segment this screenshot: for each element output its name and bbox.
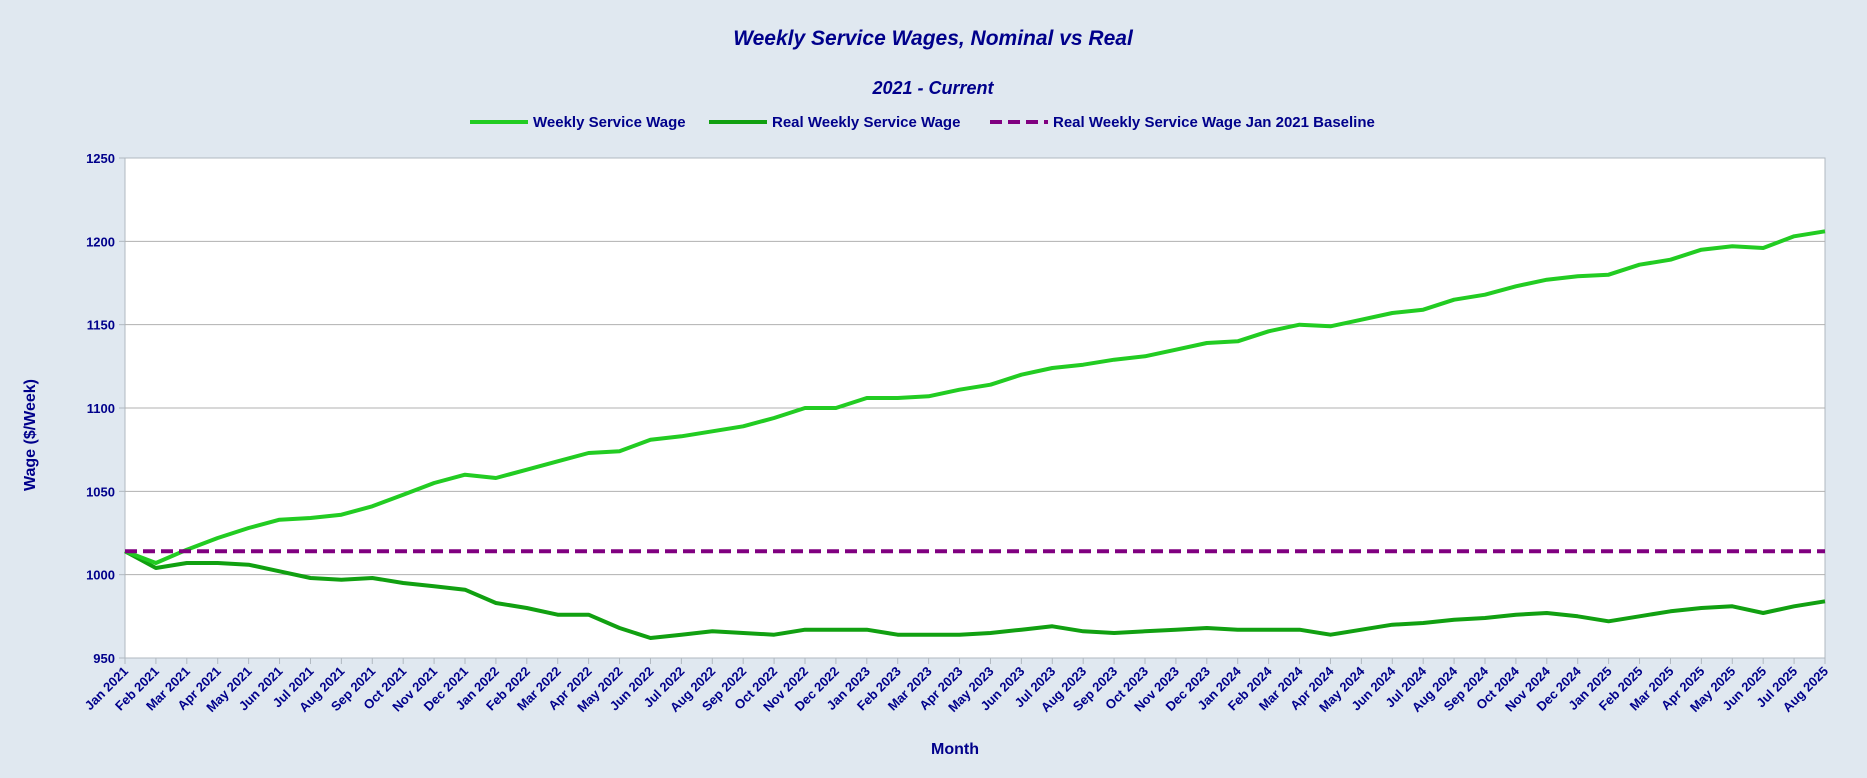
y-tick-label: 1050: [86, 484, 115, 499]
y-axis-title: Wage ($/Week): [22, 379, 39, 491]
legend-label: Real Weekly Service Wage Jan 2021 Baseli…: [1053, 114, 1375, 131]
legend-label: Real Weekly Service Wage: [772, 114, 960, 131]
y-tick-label: 1200: [86, 234, 115, 249]
legend-label: Weekly Service Wage: [533, 114, 686, 131]
y-tick-label: 1250: [86, 151, 115, 166]
y-tick-label: 1000: [86, 568, 115, 583]
legend: Weekly Service Wage Real Weekly Service W…: [470, 114, 1375, 131]
chart-title: Weekly Service Wages, Nominal vs Real: [733, 27, 1134, 50]
y-tick-label: 1100: [87, 401, 115, 416]
chart-subtitle: 2021 - Current: [871, 78, 994, 98]
x-axis-title: Month: [931, 741, 979, 758]
series-lines: [124, 229, 1826, 640]
y-axis: 950 1000 1050 1100 1150 1200 1250: [86, 151, 125, 666]
y-tick-label: 950: [93, 651, 115, 666]
series-line: [124, 229, 1826, 565]
gridlines: [125, 240, 1825, 576]
y-tick-label: 1150: [87, 318, 115, 333]
series-line: [124, 549, 1826, 640]
